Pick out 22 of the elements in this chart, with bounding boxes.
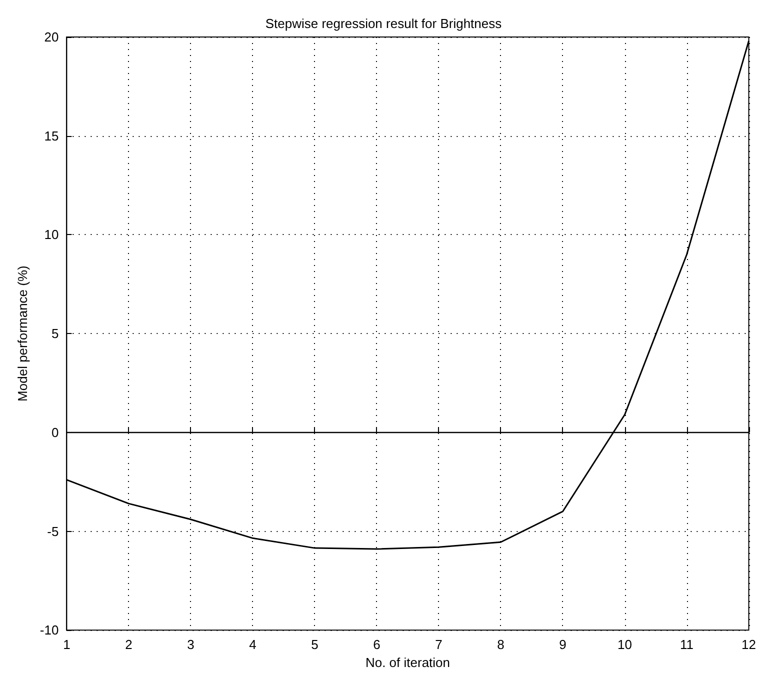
y-tick-label: -5: [47, 524, 59, 539]
y-tick-label: 10: [44, 227, 59, 242]
x-tick-label: 11: [680, 637, 694, 652]
y-tick-label: -10: [40, 622, 59, 638]
x-tick-label: 5: [311, 637, 318, 652]
y-tick-label: 15: [44, 128, 59, 144]
x-tick-label: 1: [63, 637, 70, 652]
x-tick-label: 2: [125, 637, 132, 652]
x-tick-label: 9: [559, 637, 566, 652]
x-tick-label: 8: [497, 637, 504, 652]
x-tick-label: 6: [373, 637, 380, 652]
x-tick-label: 12: [742, 637, 756, 652]
x-tick-label: 4: [249, 637, 256, 652]
x-axis-title: No. of iteration: [365, 655, 450, 670]
y-tick-label: 20: [44, 30, 59, 44]
x-tick-label: 7: [435, 637, 442, 652]
y-tick-label: 0: [51, 424, 59, 440]
y-tick-label: 5: [51, 326, 59, 342]
x-tick-label: 3: [187, 637, 194, 652]
chart-title: Stepwise regression result for Brightness: [265, 16, 502, 31]
x-tick-label: 10: [618, 637, 632, 652]
y-axis-title: Model performance (%): [15, 266, 30, 402]
